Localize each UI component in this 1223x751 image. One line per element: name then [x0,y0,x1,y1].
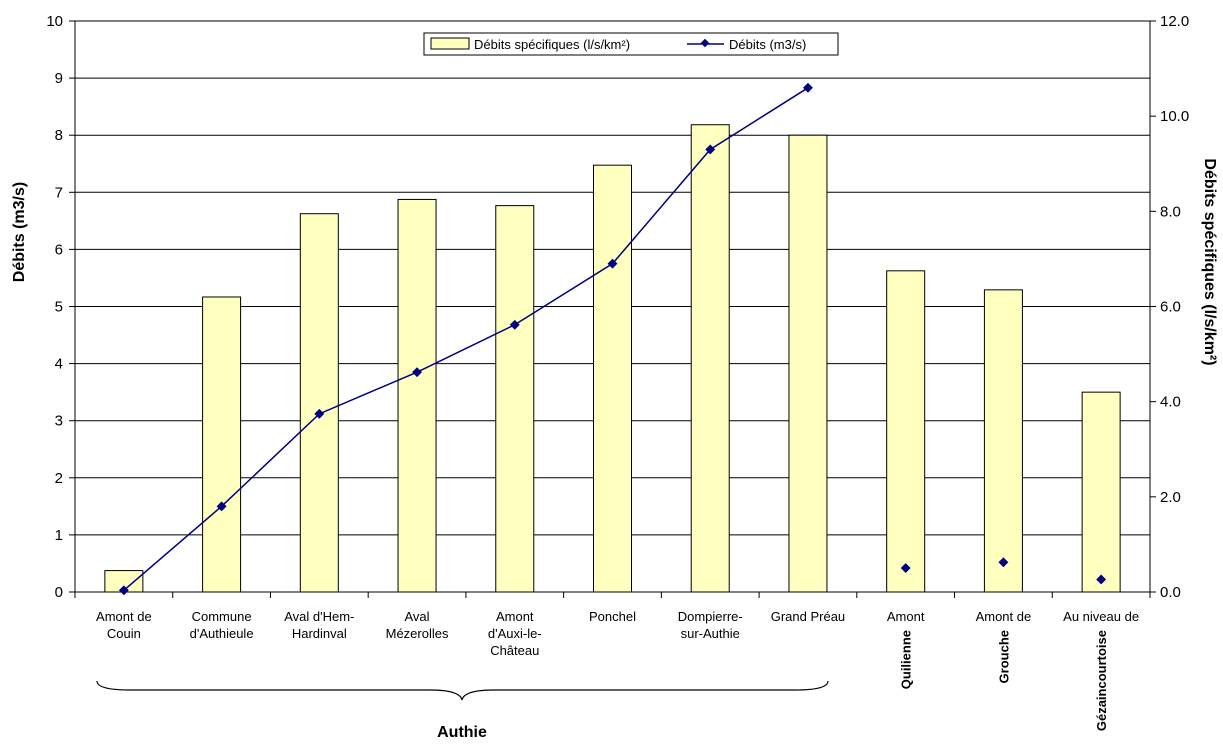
left-axis-title: Débits (m3/s) [11,182,28,282]
bar [690,124,730,593]
category-label: Commune [192,609,252,624]
category-label: Dompierre- [678,609,743,624]
left-tick-label: 2 [55,470,63,487]
bar [202,296,242,593]
left-tick-label: 7 [55,184,63,201]
bars [104,124,1121,593]
category-label: Hardinval [292,626,347,641]
category-label: Grand Préau [771,609,845,624]
debits-marker [705,144,716,155]
category-label: d'Authieule [190,626,254,641]
left-tick-label: 3 [55,413,63,430]
right-tick-label: 0.0 [1160,584,1181,601]
authie-brace [96,680,829,701]
category-label: d'Auxi-le- [488,626,542,641]
bar [983,289,1023,593]
left-tick-label: 9 [55,70,63,87]
bar [886,270,926,593]
debits-marker [607,258,618,269]
debits-marker [803,82,813,93]
category-label-rotated: Quilienne [899,630,914,689]
legend-bar-swatch [430,37,470,50]
category-label: Couin [107,626,141,641]
debits-marker [216,501,227,512]
legend: Débits spécifiques (l/s/km²) Débits (m3/… [423,32,839,56]
debits-marker [118,585,129,596]
bar [788,134,828,593]
category-label: Mézerolles [386,626,449,641]
debits-marker [1096,574,1107,585]
authie-group-label: Authie [437,724,487,741]
left-tick-labels: 0 1 2 3 4 5 6 7 8 9 10 [46,13,63,601]
right-tick-label: 12.0 [1160,13,1189,30]
right-tick-label: 2.0 [1160,489,1181,506]
left-tick-label: 6 [55,241,63,258]
left-tick-label: 8 [55,127,63,144]
category-label: Château [490,643,539,658]
category-label: Amont de [96,609,152,624]
left-tick-label: 1 [55,527,63,544]
category-label: Aval d'Hem- [284,609,354,624]
category-label: Au niveau de [1063,609,1139,624]
debits-marker [314,408,325,419]
right-tick-label: 6.0 [1160,299,1181,316]
category-label: sur-Authie [681,626,740,641]
debits-marker [900,563,911,573]
left-tick-label: 4 [55,356,63,373]
category-label: Amont [496,609,534,624]
debits-marker [998,557,1009,568]
bar [593,164,632,593]
left-tick-label: 5 [55,299,63,316]
right-tick-labels: 0.0 2.0 4.0 6.0 8.0 10.0 12.0 [1160,13,1189,601]
category-labels: Amont de Couin Commune d'Authieule Aval d'He… [96,609,1139,731]
legend-box [423,32,839,56]
bar [397,198,437,593]
legend-line-label: Débits (m3/s) [729,37,806,52]
category-label: Amont [887,609,925,624]
right-tick-label: 8.0 [1160,203,1181,220]
category-label: Aval [405,609,430,624]
right-tick-label: 4.0 [1160,394,1181,411]
axes [69,20,1156,598]
bar [299,213,339,593]
category-label-rotated: Grouche [996,630,1011,683]
line-series [118,82,1107,596]
category-label: Ponchel [589,609,636,624]
bar [495,205,535,593]
category-label-rotated: Gézaincourtoise [1094,630,1109,731]
right-axis-title: Débits spécifiques (l/s/km²) [1201,158,1218,365]
left-tick-label: 0 [55,584,63,601]
debits-marker [412,367,422,378]
right-tick-label: 10.0 [1160,108,1189,125]
bar [1081,391,1121,593]
debits-line [123,87,809,591]
legend-bar-label: Débits spécifiques (l/s/km²) [474,37,630,52]
left-tick-label: 10 [46,13,63,30]
category-label: Amont de [976,609,1032,624]
